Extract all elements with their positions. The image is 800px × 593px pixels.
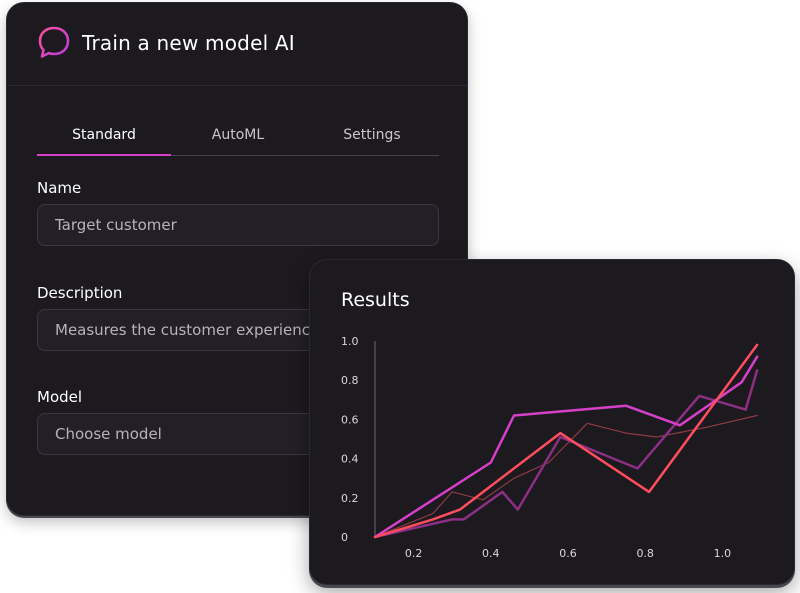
card-header: Train a new model AI [7, 3, 467, 86]
y-tick-label: 1.0 [341, 335, 359, 348]
series-line-3 [373, 369, 759, 539]
model-label: Model [37, 388, 83, 406]
y-tick-label: 0 [341, 531, 348, 544]
y-tick-label: 0.6 [341, 413, 359, 426]
y-tick-label: 0.8 [341, 374, 359, 387]
name-label: Name [37, 179, 82, 197]
y-tick-label: 0.4 [341, 453, 359, 466]
series-line-2 [373, 343, 759, 539]
x-tick-label: 0.2 [405, 547, 423, 560]
x-tick-label: 0.6 [559, 547, 577, 560]
x-tick-label: 0.4 [482, 547, 500, 560]
x-tick-label: 1.0 [714, 547, 732, 560]
tab-standard[interactable]: Standard [72, 127, 136, 143]
active-tab-indicator [37, 154, 171, 156]
name-field[interactable]: Target customer [37, 204, 439, 246]
tab-settings[interactable]: Settings [343, 127, 401, 143]
results-chart: 0 0.2 0.4 0.6 0.8 1.0 0.2 0.4 0.6 0.8 1.0 [341, 335, 759, 560]
description-label: Description [37, 284, 123, 302]
x-tick-label: 0.8 [636, 547, 654, 560]
results-title: Results [341, 289, 410, 311]
results-card: Results 0 0.2 0.4 0.6 0.8 1.0 0.2 0.4 0.6 0.8 1.0 [309, 259, 795, 585]
tab-bar: Standard AutoML Settings [37, 121, 439, 156]
series-line-4 [374, 414, 758, 538]
tab-automl[interactable]: AutoML [211, 127, 265, 143]
series-line-1 [373, 355, 759, 539]
page-title: Train a new model AI [82, 31, 295, 55]
y-tick-label: 0.2 [341, 492, 359, 505]
chat-bubble-icon [38, 26, 70, 58]
